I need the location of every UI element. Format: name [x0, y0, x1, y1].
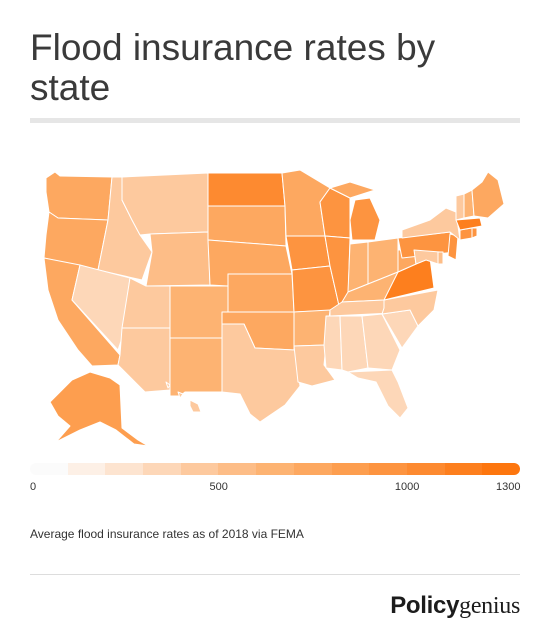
legend-tick-1000: 1000 — [394, 481, 420, 493]
state-nc[interactable] — [381, 289, 439, 327]
state-ri[interactable] — [471, 227, 478, 239]
legend-tick-1300: 1300 — [496, 481, 521, 493]
state-ak[interactable] — [49, 371, 149, 447]
legend-bin — [180, 463, 219, 475]
title-divider — [30, 118, 520, 123]
state-co[interactable] — [169, 285, 229, 339]
state-mi[interactable] — [349, 197, 381, 241]
state-sd[interactable] — [207, 205, 287, 247]
state-hi[interactable] — [165, 381, 202, 413]
legend-bin — [293, 463, 332, 475]
footer-divider — [30, 574, 520, 575]
state-nv[interactable] — [71, 264, 131, 351]
map-svg — [43, 169, 505, 447]
us-choropleth-map — [30, 160, 520, 450]
legend-ticks: 0 500 1000 1300 — [30, 481, 520, 497]
legend-bin — [67, 463, 106, 475]
legend-tick-500: 500 — [209, 481, 228, 493]
state-ms[interactable] — [323, 315, 343, 371]
legend-bin — [406, 463, 445, 475]
state-wa[interactable] — [45, 171, 113, 221]
state-az[interactable] — [117, 327, 171, 393]
state-al[interactable] — [339, 315, 369, 373]
logo-part-genius: genius — [459, 593, 520, 619]
legend-bin — [331, 463, 370, 475]
state-ga[interactable] — [361, 313, 401, 371]
state-wy[interactable] — [145, 231, 211, 287]
legend-bin — [143, 463, 181, 475]
source-caption: Average flood insurance rates as of 2018… — [30, 527, 304, 541]
legend-bin — [482, 463, 520, 475]
state-nd[interactable] — [207, 172, 286, 207]
state-md[interactable] — [413, 249, 441, 265]
state-vt[interactable] — [455, 193, 465, 221]
legend-scale — [30, 463, 520, 475]
state-nj[interactable] — [447, 233, 459, 261]
legend-bin — [444, 463, 483, 475]
state-mt[interactable] — [121, 172, 209, 236]
state-ks[interactable] — [227, 273, 295, 313]
state-in[interactable] — [347, 241, 369, 293]
legend-bin — [369, 463, 407, 475]
legend-bin — [218, 463, 257, 475]
logo-part-policy: Policy — [390, 592, 460, 619]
state-nm[interactable] — [169, 337, 223, 397]
state-ia[interactable] — [285, 235, 331, 271]
state-tx[interactable] — [221, 323, 301, 423]
state-me[interactable] — [471, 171, 505, 219]
state-mi-up[interactable] — [329, 181, 376, 199]
policygenius-logo[interactable]: Policygenius — [390, 592, 520, 620]
legend-bin — [30, 463, 68, 475]
legend-bin — [256, 463, 294, 475]
legend-bin — [105, 463, 144, 475]
state-ut[interactable] — [121, 277, 171, 329]
state-de[interactable] — [437, 251, 444, 265]
legend-tick-0: 0 — [30, 481, 37, 493]
state-fl[interactable] — [347, 369, 409, 419]
page-title: Flood insurance rates by state — [30, 27, 436, 108]
state-ma[interactable] — [455, 217, 483, 231]
color-legend — [30, 463, 520, 475]
